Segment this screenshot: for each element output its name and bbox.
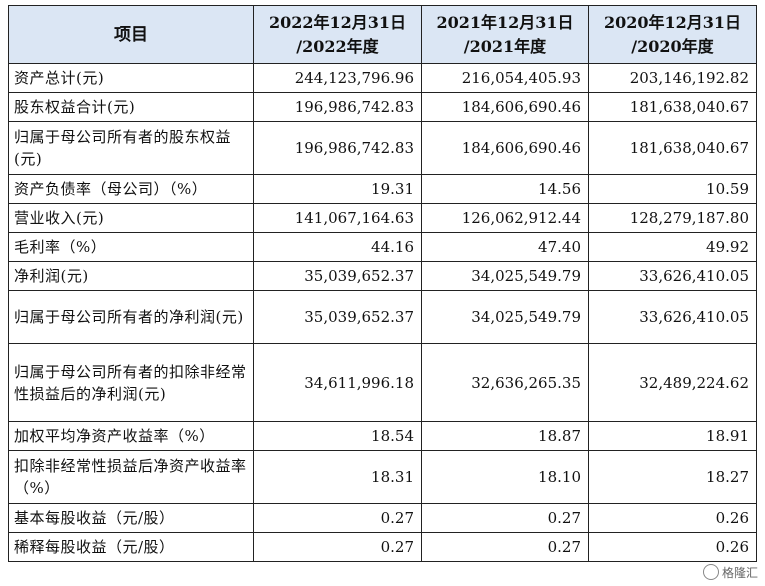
cell-value: 18.54 <box>253 421 422 451</box>
cell-value: 35,039,652.37 <box>253 261 422 291</box>
table-row: 加权平均净资产收益率（%） 18.54 18.87 18.91 <box>8 421 757 451</box>
cell-value: 0.27 <box>253 503 422 533</box>
cell-value: 128,279,187.80 <box>588 203 757 233</box>
table-row: 归属于母公司所有者的扣除非经常性损益后的净利润(元) 34,611,996.18 3… <box>8 343 757 422</box>
table-row: 净利润(元) 35,039,652.37 34,025,549.79 33,626,4… <box>8 261 757 291</box>
cell-value: 126,062,912.44 <box>421 203 589 233</box>
cell-value: 18.91 <box>588 421 757 451</box>
table-row: 股东权益合计(元) 196,986,742.83 184,606,690.46 181… <box>8 92 757 122</box>
table-header: 项目 2022年12月31日 /2022年度 2021年12月31日 /2021… <box>8 5 757 64</box>
cell-value: 0.27 <box>421 503 589 533</box>
table-row: 资产负债率（母公司）（%） 19.31 14.56 10.59 <box>8 174 757 204</box>
cell-value: 44.16 <box>253 232 422 262</box>
row-label: 稀释每股收益（元/股） <box>8 532 254 562</box>
row-label: 净利润(元) <box>8 261 254 291</box>
row-label: 毛利率（%） <box>8 232 254 262</box>
cell-value: 203,146,192.82 <box>588 63 757 93</box>
table-row: 归属于母公司所有者的净利润(元) 35,039,652.37 34,025,549.… <box>8 290 757 344</box>
cell-value: 19.31 <box>253 174 422 204</box>
cell-value: 0.26 <box>588 503 757 533</box>
table-body: 资产总计(元) 244,123,796.96 216,054,405.93 203,1… <box>8 63 757 562</box>
table-row: 资产总计(元) 244,123,796.96 216,054,405.93 203,1… <box>8 63 757 93</box>
watermark-text: 格隆汇 <box>722 565 759 580</box>
cell-value: 18.31 <box>253 450 422 504</box>
header-2022-text: 2022年12月31日 /2022年度 <box>268 12 407 56</box>
cell-value: 18.87 <box>421 421 589 451</box>
row-label: 营业收入(元) <box>8 203 254 233</box>
cell-value: 181,638,040.67 <box>588 121 757 175</box>
cell-value: 49.92 <box>588 232 757 262</box>
header-2020-text: 2020年12月31日 /2020年度 <box>603 12 742 56</box>
header-2021: 2021年12月31日 /2021年度 <box>421 5 589 64</box>
cell-value: 184,606,690.46 <box>421 121 589 175</box>
row-label: 扣除非经常性损益后净资产收益率（%） <box>8 450 254 504</box>
cell-value: 141,067,164.63 <box>253 203 422 233</box>
cell-value: 34,025,549.79 <box>421 290 589 344</box>
watermark: 格隆汇 <box>703 562 759 582</box>
row-label: 归属于母公司所有者的股东权益(元) <box>8 121 254 175</box>
table-row: 稀释每股收益（元/股） 0.27 0.27 0.26 <box>8 532 757 562</box>
cell-value: 0.27 <box>253 532 422 562</box>
header-item: 项目 <box>8 5 254 64</box>
row-label: 归属于母公司所有者的扣除非经常性损益后的净利润(元) <box>8 343 254 422</box>
table-row: 基本每股收益（元/股） 0.27 0.27 0.26 <box>8 503 757 533</box>
financial-table-container: 项目 2022年12月31日 /2022年度 2021年12月31日 /2021… <box>8 5 757 562</box>
cell-value: 34,611,996.18 <box>253 343 422 422</box>
table-row: 扣除非经常性损益后净资产收益率（%） 18.31 18.10 18.27 <box>8 450 757 504</box>
cell-value: 34,025,549.79 <box>421 261 589 291</box>
cell-value: 196,986,742.83 <box>253 121 422 175</box>
cell-value: 35,039,652.37 <box>253 290 422 344</box>
cell-value: 10.59 <box>588 174 757 204</box>
cell-value: 18.27 <box>588 450 757 504</box>
header-2022: 2022年12月31日 /2022年度 <box>253 5 422 64</box>
table-row: 归属于母公司所有者的股东权益(元) 196,986,742.83 184,606,6… <box>8 121 757 175</box>
cell-value: 184,606,690.46 <box>421 92 589 122</box>
cell-value: 47.40 <box>421 232 589 262</box>
table-row: 营业收入(元) 141,067,164.63 126,062,912.44 128,2… <box>8 203 757 233</box>
row-label: 股东权益合计(元) <box>8 92 254 122</box>
globe-icon <box>703 564 719 580</box>
row-label: 资产总计(元) <box>8 63 254 93</box>
cell-value: 0.26 <box>588 532 757 562</box>
header-2020: 2020年12月31日 /2020年度 <box>588 5 757 64</box>
cell-value: 33,626,410.05 <box>588 261 757 291</box>
cell-value: 32,489,224.62 <box>588 343 757 422</box>
row-label: 资产负债率（母公司）（%） <box>8 174 254 204</box>
header-row: 项目 2022年12月31日 /2022年度 2021年12月31日 /2021… <box>8 5 757 64</box>
table-row: 毛利率（%） 44.16 47.40 49.92 <box>8 232 757 262</box>
cell-value: 0.27 <box>421 532 589 562</box>
cell-value: 196,986,742.83 <box>253 92 422 122</box>
row-label: 归属于母公司所有者的净利润(元) <box>8 290 254 344</box>
cell-value: 18.10 <box>421 450 589 504</box>
cell-value: 216,054,405.93 <box>421 63 589 93</box>
header-2021-text: 2021年12月31日 /2021年度 <box>436 12 574 56</box>
row-label: 加权平均净资产收益率（%） <box>8 421 254 451</box>
row-label: 基本每股收益（元/股） <box>8 503 254 533</box>
cell-value: 14.56 <box>421 174 589 204</box>
cell-value: 181,638,040.67 <box>588 92 757 122</box>
cell-value: 32,636,265.35 <box>421 343 589 422</box>
financial-data-table: 项目 2022年12月31日 /2022年度 2021年12月31日 /2021… <box>8 5 757 562</box>
cell-value: 33,626,410.05 <box>588 290 757 344</box>
cell-value: 244,123,796.96 <box>253 63 422 93</box>
